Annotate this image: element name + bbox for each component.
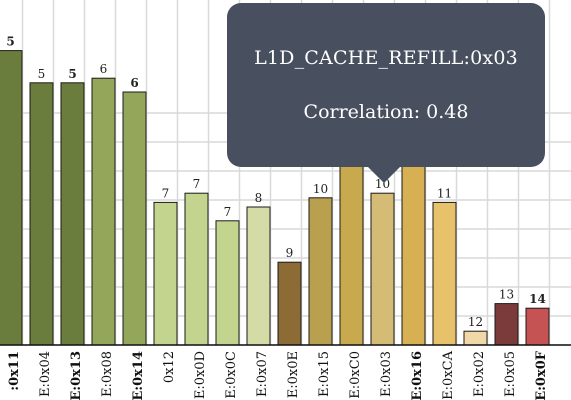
bar-E:0x0E[interactable] — [277, 261, 302, 346]
bar-E:0x02[interactable] — [463, 330, 488, 346]
bar-value-label: 14 — [529, 292, 546, 306]
x-tick-labels: :0x11 E:0x04 E:0x13 E:0x08 E:0x14 0x12 E:0x0D E… — [7, 350, 549, 400]
bar-value-label: 6 — [100, 62, 108, 76]
bar-E:0x07[interactable] — [246, 206, 271, 346]
x-tick-label: E:0x04 — [38, 351, 53, 397]
bar-E:0x05[interactable] — [494, 303, 519, 346]
bar-value-label: 10 — [313, 182, 328, 196]
bar-E:0x15[interactable] — [308, 197, 333, 346]
bar-value-label: 5 — [6, 35, 14, 49]
tooltip-arrow — [368, 167, 400, 183]
x-tick-label: 0x12 — [162, 351, 177, 383]
bar-E:0xCA[interactable] — [432, 201, 457, 346]
x-tick-label: E:0x0E — [286, 351, 301, 398]
bar-E:0x14[interactable] — [122, 91, 147, 346]
bar-value-label: 11 — [437, 186, 452, 200]
bar-E:0x0D[interactable] — [184, 192, 209, 346]
bar-value-label: 12 — [468, 315, 483, 329]
bars — [0, 50, 550, 346]
x-tick-label: E:0x0F — [534, 350, 549, 400]
tooltip-subtitle: Correlation: 0.48 — [303, 101, 469, 123]
x-tick-label: E:0x08 — [100, 351, 115, 397]
x-tick-label: E:0x13 — [69, 351, 84, 400]
tooltip-title: L1D_CACHE_REFILL:0x03 — [254, 47, 518, 69]
bar-E:0x03[interactable] — [370, 192, 395, 346]
x-tick-label: E:0x14 — [131, 351, 146, 400]
bar-value-label: 5 — [38, 67, 46, 81]
bar-E:0xC0[interactable] — [339, 165, 364, 346]
bar-value-label: 7 — [162, 186, 170, 200]
bar-E:0x11[interactable] — [0, 50, 23, 346]
bar-E:0x08[interactable] — [91, 77, 116, 346]
x-tick-label: E:0x15 — [317, 351, 332, 397]
x-tick-label: E:0xCA — [441, 350, 456, 399]
x-tick-label: E:0x0D — [193, 351, 208, 399]
x-tick-label: :0x11 — [7, 351, 22, 391]
bar-value-label: 7 — [193, 177, 201, 191]
x-tick-label: E:0x07 — [255, 351, 270, 397]
bar-value-label: 9 — [286, 246, 294, 260]
bar-E:0x0F[interactable] — [525, 307, 550, 346]
x-tick-label: E:0x05 — [503, 351, 518, 397]
x-tick-label: E:0x03 — [379, 351, 394, 397]
bar-value-label: 5 — [68, 67, 76, 81]
bar-E:0x13[interactable] — [60, 82, 85, 346]
bar-value-labels: 55566777891010101011121314 — [6, 35, 546, 330]
bar-E:0x0C[interactable] — [215, 220, 240, 346]
bar-E:0x04[interactable] — [29, 82, 54, 346]
tooltip: L1D_CACHE_REFILL:0x03 Correlation: 0.48 — [227, 3, 545, 183]
x-tick-label: E:0x16 — [410, 351, 425, 400]
bar-E:0x12[interactable] — [153, 201, 178, 346]
bar-value-label: 7 — [224, 205, 232, 219]
bar-value-label: 8 — [255, 191, 263, 205]
bar-value-label: 6 — [130, 76, 138, 90]
x-tick-label: E:0x02 — [472, 351, 487, 397]
x-tick-label: E:0x0C — [224, 351, 239, 399]
bar-E:0x16[interactable] — [401, 165, 426, 346]
bar-value-label: 13 — [499, 288, 514, 302]
x-tick-label: E:0xC0 — [348, 351, 363, 399]
